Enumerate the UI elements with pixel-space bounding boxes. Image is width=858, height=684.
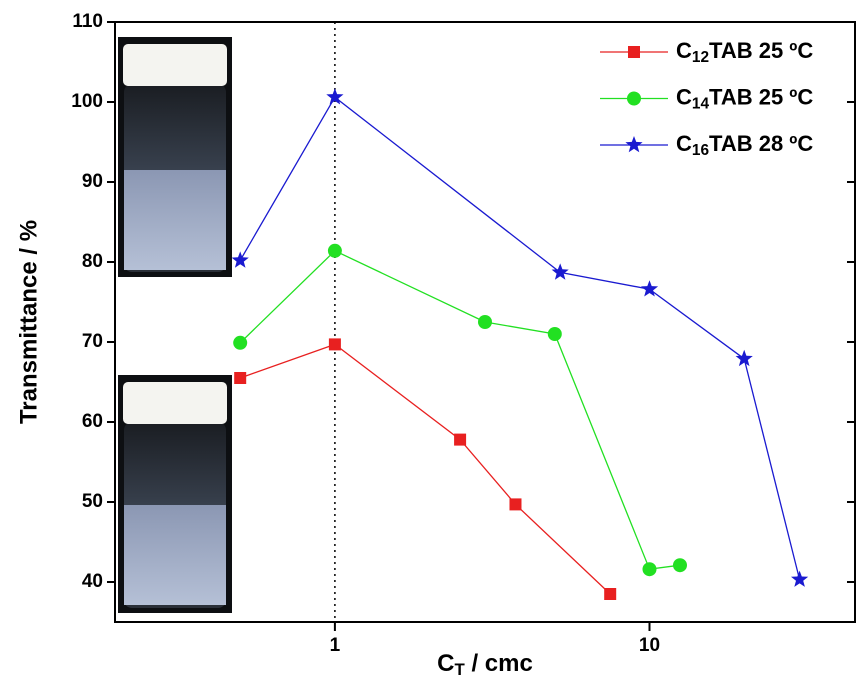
x-axis-label: CT / cmc	[437, 650, 533, 679]
y-tick-label: 60	[82, 411, 103, 432]
legend-marker	[628, 46, 640, 58]
legend-label: C14TAB 25 ºC	[676, 84, 813, 112]
series-line	[239, 250, 681, 570]
legend-marker	[627, 91, 641, 106]
marker	[791, 570, 809, 587]
y-tick-label: 80	[82, 251, 103, 272]
series-line	[239, 343, 611, 595]
marker	[327, 243, 342, 258]
marker	[735, 349, 753, 367]
inset-photo-top	[118, 37, 232, 277]
marker	[551, 263, 569, 280]
plot-frame	[114, 21, 856, 623]
marker	[326, 88, 344, 105]
marker	[547, 327, 562, 341]
y-tick-label: 40	[82, 571, 103, 592]
marker	[328, 338, 341, 351]
y-tick-label: 50	[82, 491, 103, 512]
legend-label: C12TAB 25 ºC	[676, 38, 813, 66]
x-tick-label: 1	[330, 635, 341, 656]
marker	[604, 588, 617, 600]
inset-photo-bottom	[118, 375, 232, 613]
marker	[672, 558, 687, 573]
y-tick-label: 100	[71, 91, 103, 112]
y-axis-label: Transmittance / %	[15, 220, 42, 424]
y-tick-label: 110	[72, 11, 103, 32]
marker	[640, 280, 659, 297]
y-tick-label: 90	[82, 171, 103, 192]
series-line	[239, 96, 801, 580]
legend-marker	[625, 136, 643, 153]
marker	[478, 315, 492, 329]
marker	[642, 562, 657, 577]
legend-label: C16TAB 28 ºC	[676, 131, 813, 159]
y-tick-label: 70	[82, 331, 103, 352]
marker	[454, 433, 467, 446]
marker	[509, 498, 522, 511]
marker	[234, 372, 247, 384]
marker	[231, 251, 249, 268]
x-tick-label: 10	[639, 635, 660, 656]
marker	[233, 335, 248, 350]
